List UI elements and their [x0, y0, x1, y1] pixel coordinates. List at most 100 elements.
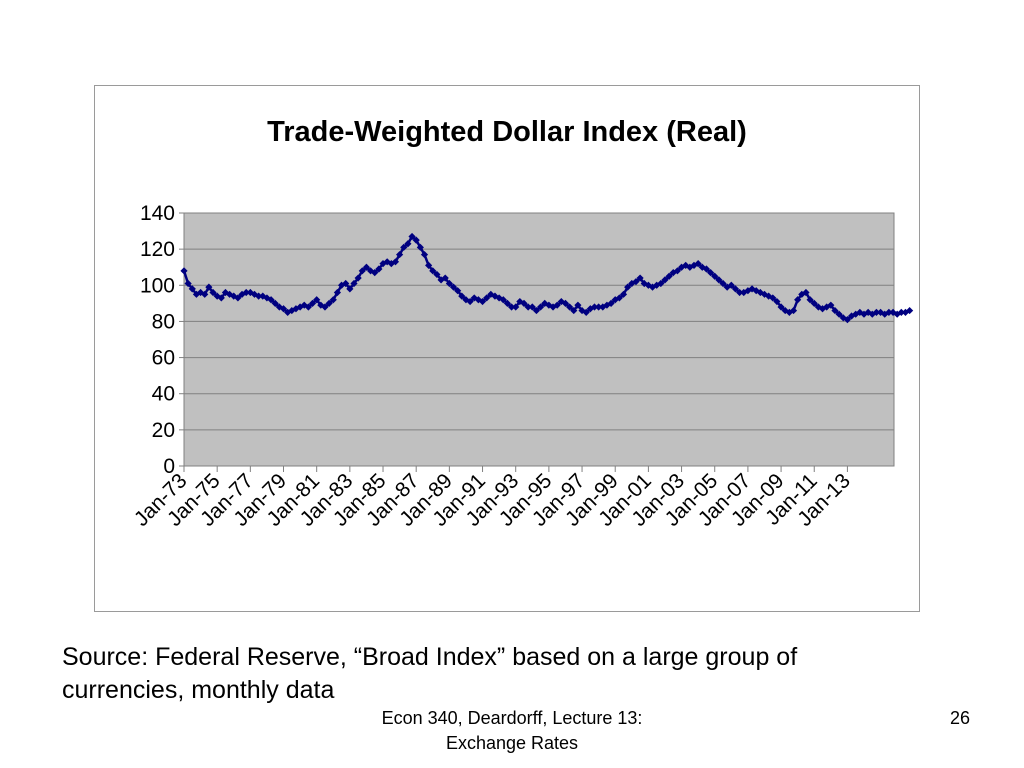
data-point: [499, 296, 507, 304]
data-point: [532, 306, 541, 315]
data-point: [362, 263, 371, 271]
data-point: [744, 287, 752, 295]
y-tick-label: 40: [152, 383, 175, 406]
data-point: [727, 281, 735, 289]
data-point: [736, 288, 744, 297]
data-point: [773, 297, 781, 306]
data-point: [503, 299, 512, 307]
data-point: [333, 288, 342, 297]
data-point: [300, 301, 308, 309]
data-point: [835, 310, 843, 318]
footer-course-info: Econ 340, Deardorff, Lecture 13: Exchang…: [312, 706, 712, 756]
data-point: [677, 263, 686, 271]
data-point: [383, 258, 391, 266]
data-point: [636, 274, 644, 282]
data-point: [466, 297, 474, 306]
page-number: 26: [949, 708, 970, 728]
data-point: [756, 288, 764, 297]
data-point: [217, 294, 225, 302]
data-point: [881, 310, 889, 318]
data-point: [478, 297, 487, 306]
data-point: [512, 303, 520, 311]
data-point: [615, 294, 623, 302]
chart-title: Trade-Weighted Dollar Index (Real): [267, 116, 747, 148]
data-point: [242, 288, 250, 297]
data-point: [196, 288, 205, 297]
y-axis: 0 20 40 60 80 100 120 140: [140, 202, 185, 478]
y-tick-label: 140: [140, 202, 175, 225]
data-point: [665, 272, 673, 280]
data-point: [267, 296, 275, 304]
data-point: [657, 279, 665, 288]
data-point: [454, 287, 462, 295]
data-point: [628, 279, 636, 288]
data-point: [839, 314, 847, 322]
data-point: [557, 297, 565, 306]
data-point: [279, 305, 288, 313]
data-point: [379, 260, 387, 268]
data-point: [823, 303, 831, 311]
footer-course-line-1: Econ 340, Deardorff, Lecture 13:: [381, 708, 643, 728]
source-note-line-2: currencies, monthly data: [62, 676, 335, 704]
data-point: [234, 294, 242, 302]
data-point: [818, 305, 827, 313]
data-point: [590, 303, 599, 311]
data-point: [711, 272, 719, 280]
y-tick-label: 20: [152, 419, 175, 442]
data-point: [698, 263, 706, 271]
data-point: [599, 303, 607, 311]
data-point: [184, 279, 192, 288]
data-point: [611, 296, 619, 304]
data-point: [458, 292, 466, 300]
data-point: [702, 265, 711, 273]
y-tick-label: 80: [152, 310, 175, 333]
data-point: [806, 296, 814, 304]
data-point: [313, 296, 321, 304]
data-point: [246, 288, 254, 297]
data-point: [719, 279, 727, 288]
data-point: [686, 263, 694, 271]
footer-course-line-2: Exchange Rates: [445, 733, 579, 753]
data-point: [794, 296, 802, 304]
data-point: [893, 310, 901, 318]
data-point: [860, 310, 868, 318]
data-point: [375, 265, 383, 273]
data-point: [209, 288, 217, 297]
data-point: [416, 243, 424, 251]
data-point: [366, 267, 375, 275]
data-point: [582, 308, 590, 316]
data-point: [536, 303, 545, 311]
data-point: [350, 279, 358, 288]
data-point: [329, 296, 337, 304]
data-point: [777, 303, 785, 311]
dollar-index-chart: Trade-Weighted Dollar Index (Real) 0 20 40…: [130, 116, 914, 531]
data-point: [561, 299, 570, 307]
grid-lines: [184, 248, 894, 431]
y-tick-label: 120: [140, 238, 175, 261]
data-point: [412, 236, 420, 244]
data-point: [549, 303, 557, 311]
data-point: [528, 303, 536, 311]
data-point: [288, 306, 296, 315]
data-point: [868, 310, 876, 318]
data-point: [429, 267, 437, 275]
data-point: [420, 250, 429, 259]
data-point: [769, 294, 777, 302]
data-point: [566, 303, 574, 311]
y-tick-label: 0: [163, 455, 175, 478]
source-note: Source: Federal Reserve, “Broad Index” b…: [62, 641, 962, 707]
data-point: [346, 285, 354, 293]
data-point: [507, 303, 516, 311]
data-point: [445, 279, 453, 288]
data-point: [595, 303, 603, 311]
y-tick-label: 60: [152, 347, 175, 370]
data-point: [524, 303, 532, 311]
data-point: [404, 240, 412, 248]
data-point: [391, 258, 400, 266]
data-point: [574, 301, 582, 309]
x-axis: Jan-73Jan-75Jan-77Jan-79Jan-81Jan-83Jan-…: [130, 465, 894, 531]
plot-area: [183, 212, 895, 467]
data-point: [408, 232, 416, 241]
data-point: [586, 305, 594, 313]
y-tick-label: 100: [140, 274, 175, 297]
